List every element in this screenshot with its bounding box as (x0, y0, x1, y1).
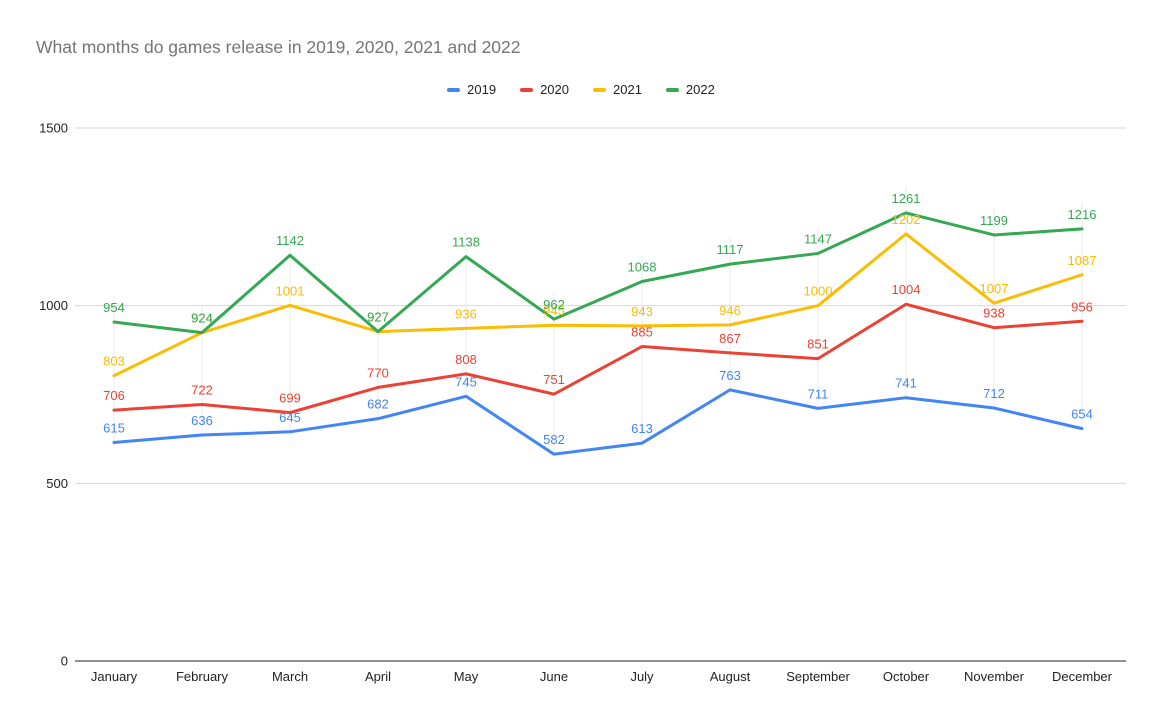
svg-text:712: 712 (983, 386, 1005, 401)
svg-text:962: 962 (543, 297, 565, 312)
month-label-december: December (1052, 669, 1113, 684)
svg-text:867: 867 (719, 331, 741, 346)
svg-text:808: 808 (455, 352, 477, 367)
svg-text:0: 0 (61, 654, 68, 669)
month-label-january: January (91, 669, 138, 684)
month-guide-lines (113, 186, 1083, 455)
svg-text:770: 770 (367, 365, 389, 380)
svg-text:1199: 1199 (980, 213, 1008, 228)
legend: 2019 2020 2021 2022 (0, 82, 1162, 97)
svg-text:582: 582 (543, 432, 565, 447)
legend-swatch-2021 (593, 87, 606, 92)
data-labels-2020: 706 722 699 770 808 751 885 867 851 1004 938 956 (103, 282, 1093, 405)
svg-text:924: 924 (191, 311, 213, 326)
legend-item-2021[interactable]: 2021 (593, 82, 642, 97)
svg-text:938: 938 (983, 306, 1005, 321)
data-labels-2022: 954 924 1142 927 1138 962 1068 1117 1147 1261 1199… (103, 191, 1096, 326)
svg-text:741: 741 (895, 376, 917, 391)
chart-title: What months do games release in 2019, 20… (36, 37, 521, 57)
svg-text:945: 945 (543, 303, 565, 318)
month-label-february: February (176, 669, 229, 684)
month-label-november: November (964, 669, 1025, 684)
svg-text:613: 613 (631, 421, 653, 436)
svg-text:645: 645 (279, 410, 301, 425)
svg-text:927: 927 (367, 310, 389, 325)
series-line-2019[interactable] (112, 388, 1084, 456)
series-line-2021[interactable] (112, 232, 1084, 378)
svg-text:803: 803 (103, 354, 125, 369)
svg-text:1087: 1087 (1068, 253, 1097, 268)
svg-text:1147: 1147 (804, 231, 832, 246)
svg-text:682: 682 (367, 397, 389, 412)
svg-text:1202: 1202 (892, 212, 921, 227)
series-line-2022[interactable] (112, 211, 1084, 335)
legend-swatch-2022 (665, 87, 679, 92)
legend-item-2019[interactable]: 2019 (447, 82, 496, 97)
data-labels-2019: 615 636 645 682 745 582 613 763 711 741 712 654 (103, 368, 1093, 447)
svg-text:927: 927 (367, 310, 389, 325)
svg-text:1068: 1068 (628, 260, 657, 275)
legend-label-2021: 2021 (613, 82, 642, 97)
svg-text:885: 885 (631, 325, 653, 340)
svg-text:1000: 1000 (804, 284, 833, 299)
svg-text:745: 745 (455, 374, 477, 389)
svg-text:924: 924 (191, 311, 213, 326)
legend-swatch-2019 (447, 87, 461, 92)
svg-text:946: 946 (719, 303, 741, 318)
legend-swatch-2020 (520, 87, 534, 92)
svg-text:763: 763 (719, 368, 741, 383)
legend-label-2022: 2022 (685, 82, 715, 97)
svg-text:1000: 1000 (39, 298, 68, 313)
svg-text:1142: 1142 (276, 233, 304, 248)
svg-text:706: 706 (103, 388, 125, 403)
svg-text:500: 500 (46, 476, 68, 491)
svg-text:1500: 1500 (39, 121, 68, 136)
svg-text:722: 722 (191, 382, 213, 397)
svg-text:711: 711 (808, 386, 829, 401)
svg-text:636: 636 (191, 413, 213, 428)
legend-label-2020: 2020 (540, 82, 569, 97)
svg-text:751: 751 (543, 372, 565, 387)
legend-item-2020[interactable]: 2020 (520, 82, 569, 97)
month-label-april: April (365, 669, 391, 684)
legend-label-2019: 2019 (467, 82, 497, 97)
month-label-june: June (540, 669, 568, 684)
svg-text:956: 956 (1071, 299, 1093, 314)
svg-text:615: 615 (103, 420, 125, 435)
month-label-may: May (454, 669, 479, 684)
month-label-september: September (786, 669, 850, 684)
svg-text:954: 954 (103, 300, 125, 315)
svg-text:1261: 1261 (892, 191, 921, 206)
month-label-august: August (710, 669, 751, 684)
gridlines (75, 127, 1126, 484)
svg-text:1117: 1117 (717, 242, 744, 257)
svg-text:699: 699 (279, 391, 301, 406)
legend-item-2022[interactable]: 2022 (665, 82, 715, 97)
svg-text:1007: 1007 (980, 281, 1009, 296)
month-label-july: July (630, 669, 654, 684)
svg-text:1001: 1001 (276, 283, 305, 298)
month-label-october: October (883, 669, 930, 684)
month-label-march: March (272, 669, 308, 684)
y-axis-labels: 0 500 1000 1500 (39, 121, 68, 669)
svg-text:936: 936 (455, 306, 477, 321)
svg-text:1004: 1004 (892, 282, 921, 297)
series-line-2020[interactable] (112, 302, 1084, 415)
x-axis-labels: January February March April May June July Augu… (91, 669, 1113, 684)
svg-text:943: 943 (631, 304, 653, 319)
data-labels-2021: 803 924 1001 927 936 945 943 946 1000 1202 1007 108… (103, 212, 1096, 369)
svg-text:1138: 1138 (452, 235, 480, 250)
svg-text:654: 654 (1071, 407, 1093, 422)
svg-text:1216: 1216 (1068, 207, 1097, 222)
svg-text:851: 851 (807, 337, 829, 352)
